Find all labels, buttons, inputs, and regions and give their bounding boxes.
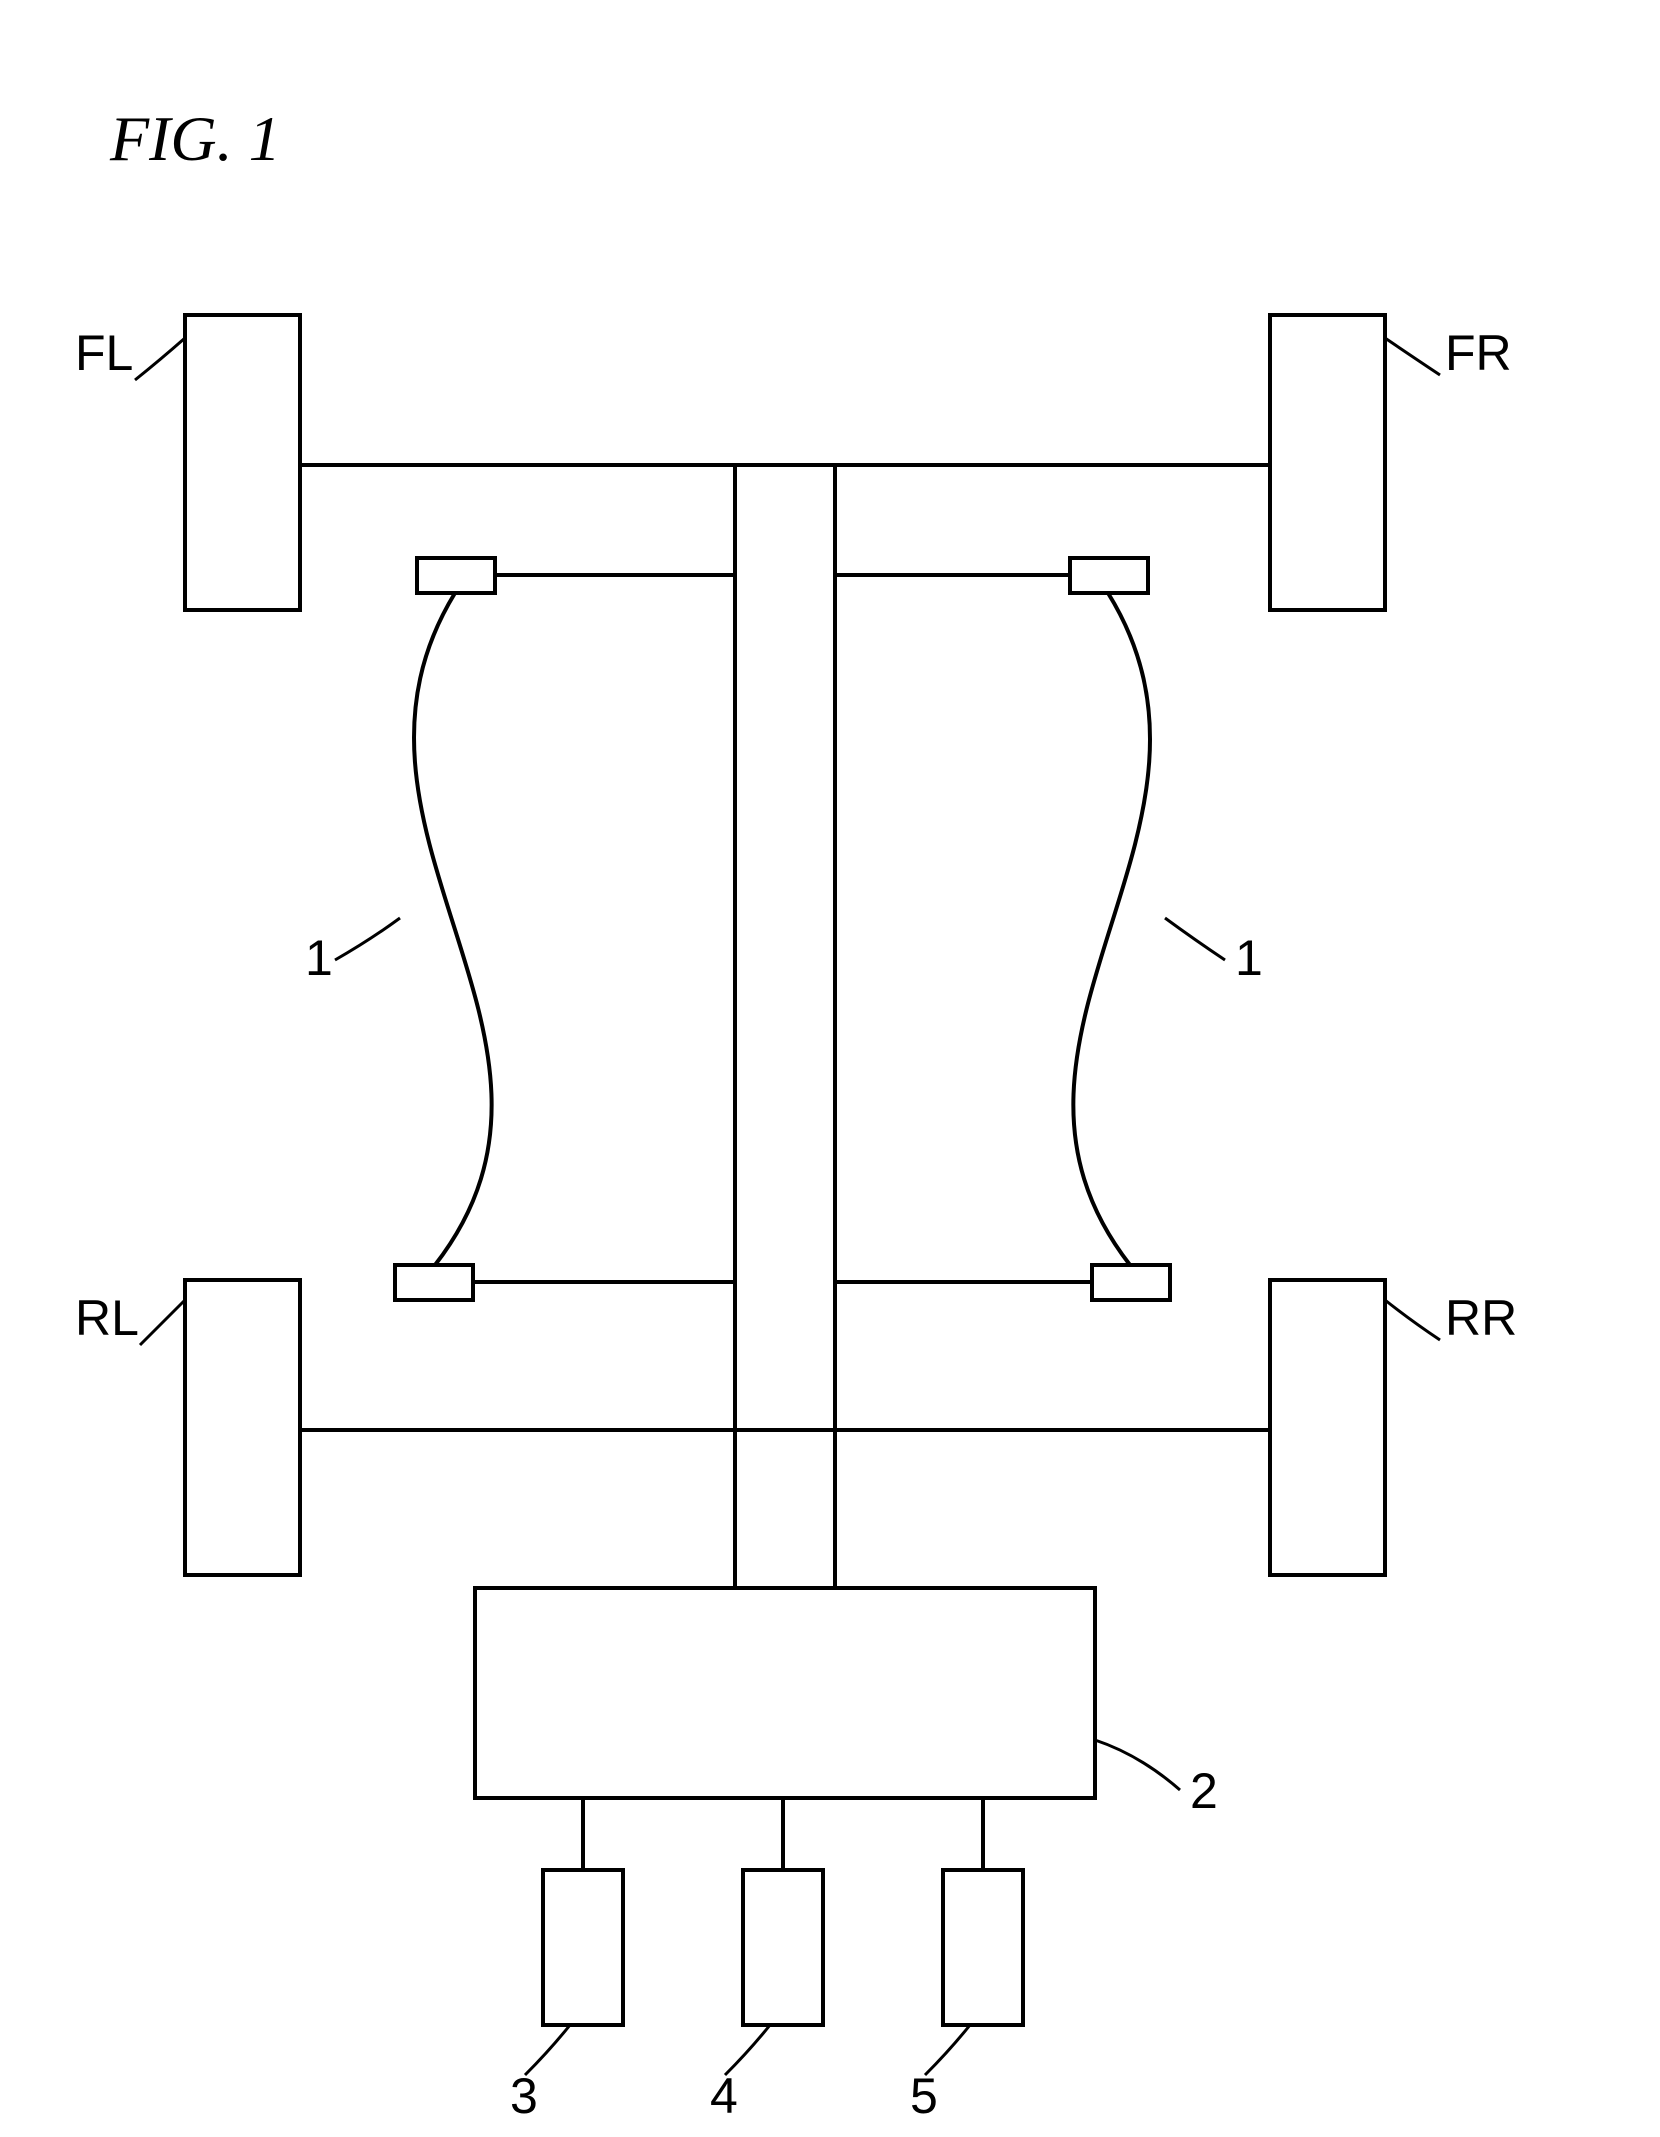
actuator-front_left	[417, 558, 495, 593]
lead-fr	[1385, 338, 1440, 375]
lead-rl	[140, 1300, 185, 1345]
output-box-4	[743, 1870, 823, 2025]
label-1-right: 1	[1235, 930, 1263, 986]
lead-4	[725, 2025, 770, 2075]
lead-2	[1095, 1740, 1180, 1790]
figure-svg: FIG. 1 FL FR RL RR 1 1 2 3 4 5	[0, 0, 1660, 2137]
actuator-rear_left	[395, 1265, 473, 1300]
wheel-rl	[185, 1280, 300, 1575]
spring-curve-right	[1073, 593, 1150, 1265]
lead-1-right	[1165, 918, 1225, 960]
actuator-front_right	[1070, 558, 1148, 593]
wheel-fl	[185, 315, 300, 610]
label-2: 2	[1190, 1763, 1218, 1819]
lead-fl	[135, 338, 185, 380]
controller-box	[475, 1588, 1095, 1798]
lead-5	[925, 2025, 970, 2075]
lead-1-left	[335, 918, 400, 960]
spring-curve-left	[414, 593, 492, 1265]
figure-title: FIG. 1	[109, 103, 281, 174]
label-rr: RR	[1445, 1290, 1517, 1346]
label-5: 5	[910, 2068, 938, 2124]
label-4: 4	[710, 2068, 738, 2124]
output-box-5	[943, 1870, 1023, 2025]
label-fl: FL	[75, 325, 133, 381]
label-fr: FR	[1445, 325, 1512, 381]
label-3: 3	[510, 2068, 538, 2124]
label-1-left: 1	[305, 930, 333, 986]
output-box-3	[543, 1870, 623, 2025]
lead-rr	[1385, 1300, 1440, 1340]
wheel-rr	[1270, 1280, 1385, 1575]
label-rl: RL	[75, 1290, 139, 1346]
actuator-rear_right	[1092, 1265, 1170, 1300]
lead-3	[525, 2025, 570, 2075]
wheel-fr	[1270, 315, 1385, 610]
